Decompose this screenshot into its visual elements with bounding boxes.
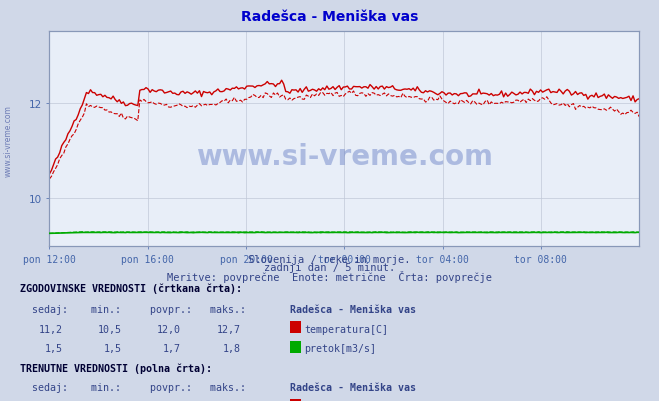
Text: www.si-vreme.com: www.si-vreme.com: [3, 105, 13, 176]
Text: Radešca - Meniška vas: Radešca - Meniška vas: [290, 304, 416, 314]
Text: Meritve: povprečne  Enote: metrične  Črta: povprečje: Meritve: povprečne Enote: metrične Črta:…: [167, 271, 492, 283]
Text: ZGODOVINSKE VREDNOSTI (črtkana črta):: ZGODOVINSKE VREDNOSTI (črtkana črta):: [20, 283, 242, 293]
Text: zadnji dan / 5 minut.: zadnji dan / 5 minut.: [264, 263, 395, 273]
Text: 1,7: 1,7: [163, 344, 181, 354]
Text: 12,7: 12,7: [217, 324, 241, 334]
Text: 10,5: 10,5: [98, 324, 122, 334]
Text: maks.:: maks.:: [198, 304, 246, 314]
Text: 1,5: 1,5: [104, 344, 122, 354]
Text: TRENUTNE VREDNOSTI (polna črta):: TRENUTNE VREDNOSTI (polna črta):: [20, 362, 212, 373]
Text: maks.:: maks.:: [198, 382, 246, 392]
Text: 1,5: 1,5: [45, 344, 63, 354]
Text: temperatura[C]: temperatura[C]: [304, 324, 388, 334]
Text: min.:: min.:: [79, 304, 121, 314]
Text: pretok[m3/s]: pretok[m3/s]: [304, 344, 376, 354]
Text: Slovenija / reke in morje.: Slovenija / reke in morje.: [248, 255, 411, 265]
Text: min.:: min.:: [79, 382, 121, 392]
Text: 11,2: 11,2: [39, 324, 63, 334]
Text: sedaj:: sedaj:: [20, 382, 68, 392]
Text: povpr.:: povpr.:: [138, 304, 192, 314]
Text: sedaj:: sedaj:: [20, 304, 68, 314]
Text: povpr.:: povpr.:: [138, 382, 192, 392]
Text: Radešca - Meniška vas: Radešca - Meniška vas: [241, 10, 418, 24]
Text: www.si-vreme.com: www.si-vreme.com: [196, 142, 493, 170]
Text: 1,8: 1,8: [223, 344, 241, 354]
Text: 12,0: 12,0: [158, 324, 181, 334]
Text: Radešca - Meniška vas: Radešca - Meniška vas: [290, 382, 416, 392]
